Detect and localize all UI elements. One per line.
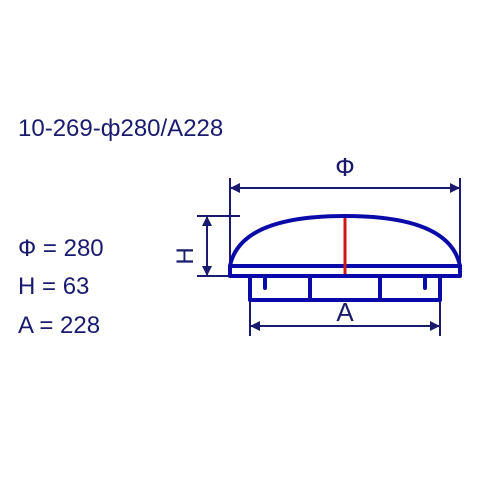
technical-drawing: Ф H A	[145, 148, 490, 368]
drawing-svg: Ф H A	[145, 148, 490, 368]
part-number: 10-269-ф280/A228	[18, 115, 223, 143]
parameters-list: Ф = 280 H = 63 A = 228	[18, 230, 104, 345]
svg-text:Ф: Ф	[335, 152, 355, 182]
svg-text:H: H	[172, 247, 199, 264]
param-h: H = 63	[18, 268, 104, 306]
param-a: A = 228	[18, 307, 104, 345]
param-phi: Ф = 280	[18, 230, 104, 268]
dimension-a: A	[250, 297, 440, 336]
